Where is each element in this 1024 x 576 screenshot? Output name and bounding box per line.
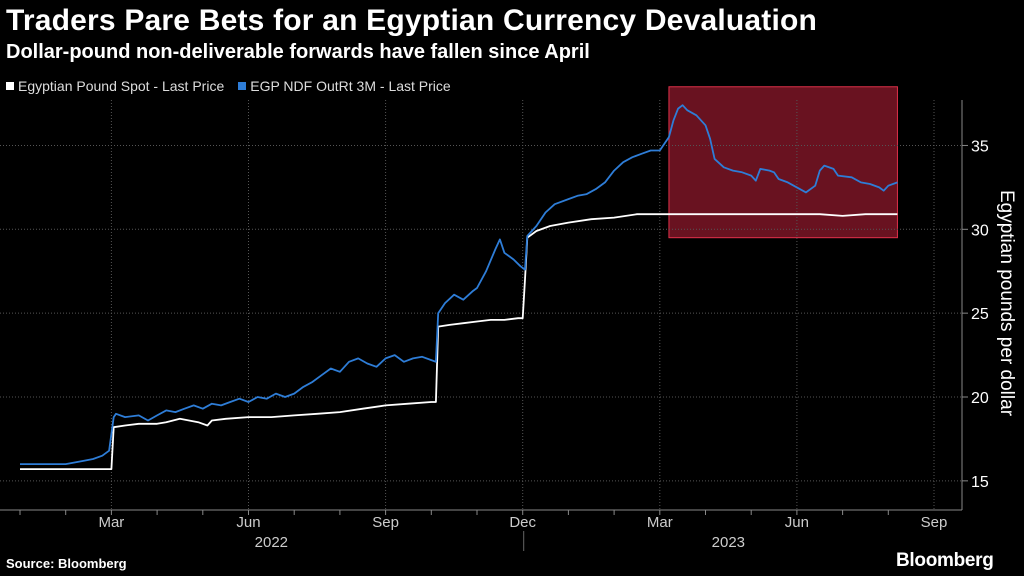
x-tick-label: Sep xyxy=(372,514,399,531)
legend-label-spot: Egyptian Pound Spot - Last Price xyxy=(18,78,225,94)
y-tick-label: 30 xyxy=(971,222,989,239)
legend-label-ndf: EGP NDF OutRt 3M - Last Price xyxy=(250,78,451,94)
x-tick-label: Mar xyxy=(647,514,673,531)
legend-swatch-spot xyxy=(6,82,14,90)
legend-item-ndf: EGP NDF OutRt 3M - Last Price xyxy=(238,78,451,94)
x-tick-label: Dec xyxy=(509,514,536,531)
source-note: Source: Bloomberg xyxy=(6,556,127,571)
y-tick-label: 20 xyxy=(971,390,989,407)
x-tick-label: Jun xyxy=(236,514,260,531)
x-tick-label: Sep xyxy=(921,514,948,531)
y-tick-label: 15 xyxy=(971,474,989,491)
legend-item-spot: Egyptian Pound Spot - Last Price xyxy=(6,78,224,94)
chart-subtitle: Dollar-pound non-deliverable forwards ha… xyxy=(6,41,590,63)
year-label: 2022 xyxy=(255,534,288,551)
y-axis-label: Egyptian pounds per dollar xyxy=(996,189,1017,417)
highlight-box xyxy=(668,86,898,239)
legend: Egyptian Pound Spot - Last Price EGP NDF… xyxy=(6,78,465,94)
series-line-ndf xyxy=(20,104,898,465)
chart-title: Traders Pare Bets for an Egyptian Curren… xyxy=(6,4,818,37)
y-tick-label: 25 xyxy=(971,306,989,323)
y-tick-label: 35 xyxy=(971,138,989,155)
series-line-spot xyxy=(20,213,898,470)
x-tick-label: Jun xyxy=(785,514,809,531)
legend-swatch-ndf xyxy=(238,82,247,90)
year-label: 2023 xyxy=(712,534,745,551)
bloomberg-logo: Bloomberg xyxy=(896,550,994,571)
x-tick-label: Mar xyxy=(98,514,124,531)
